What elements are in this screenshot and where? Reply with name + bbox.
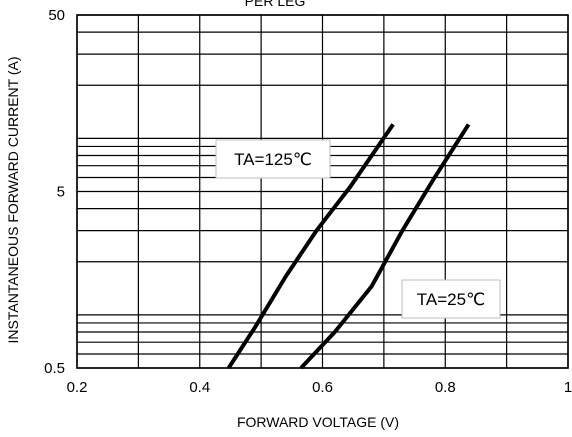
series-line-1 — [299, 123, 471, 370]
annotation-25: TA=25℃ — [401, 279, 501, 319]
x-tick-label: 0.6 — [312, 379, 333, 396]
y-tick-label: 5 — [57, 184, 65, 201]
annotation-125: TA=125℃ — [215, 139, 331, 179]
series-layer — [226, 123, 471, 370]
x-tick-label: 0.8 — [435, 379, 456, 396]
x-tick-label: 0.4 — [189, 379, 210, 396]
chart-title: PER LEG — [245, 0, 306, 9]
tick-labels: 0.2 0.4 0.6 0.8 1 0.5 5 50 — [44, 7, 572, 396]
annotation-25-text: TA=25℃ — [417, 290, 485, 309]
x-tick-label: 0.2 — [67, 379, 88, 396]
x-axis-label: FORWARD VOLTAGE (V) — [237, 414, 399, 430]
annotation-125-text: TA=125℃ — [234, 150, 312, 169]
x-tick-label: 1 — [564, 379, 572, 396]
y-axis-label: INSTANTANEOUS FORWARD CURRENT (A) — [5, 56, 21, 343]
y-tick-label: 50 — [48, 7, 65, 24]
series-line-0 — [226, 123, 395, 370]
y-tick-label: 0.5 — [44, 360, 65, 377]
plot-border — [76, 14, 569, 369]
